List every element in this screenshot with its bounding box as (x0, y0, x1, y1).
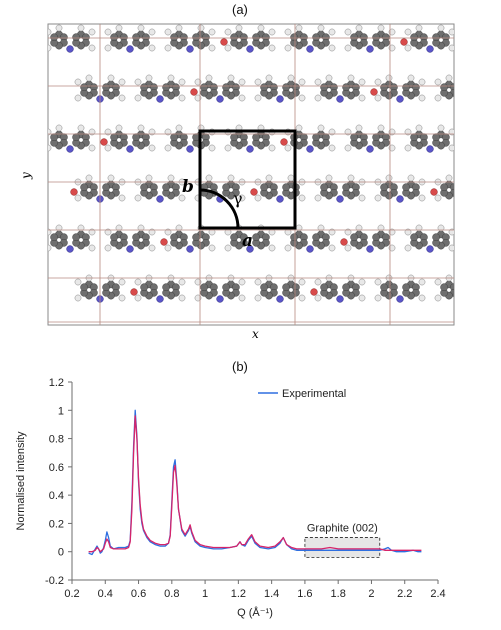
y-tick-label: 1 (58, 405, 64, 417)
x-tick-label: 0.4 (98, 588, 113, 600)
graphite-annotation: Graphite (002) (305, 523, 380, 558)
x-tick-label: 0.6 (131, 588, 146, 600)
chart-axes: -0.2 0 0.2 0.4 0.6 0.8 1 1.2 0.2 0.4 0.6 0.8 1 1.2 1.4… (45, 377, 446, 600)
x-tick-label: 0.2 (64, 588, 79, 600)
y-tick-label: 1.2 (49, 377, 64, 389)
x-tick-label: 2 (368, 588, 374, 600)
legend-label: Experimental (282, 388, 346, 400)
annotation-label: Graphite (002) (307, 523, 378, 535)
x-tick-label: 1 (202, 588, 208, 600)
x-tick-label: 1.2 (231, 588, 246, 600)
y-tick-label: 0.4 (49, 490, 64, 502)
x-tick-label: 1.8 (331, 588, 346, 600)
x-tick-label: 1.6 (297, 588, 312, 600)
x-tick-label: 2.4 (430, 588, 445, 600)
annotation-rect (305, 538, 380, 558)
y-axis-title: Normalised intensity (15, 431, 27, 531)
y-tick-label: 0 (58, 547, 64, 559)
chart-legend: Experimental (258, 388, 346, 400)
y-tick-label: 0.2 (49, 518, 64, 530)
x-tick-label: 0.8 (164, 588, 179, 600)
x-tick-label: 1.4 (264, 588, 279, 600)
x-tick-label: 2.2 (397, 588, 412, 600)
y-tick-label: 0.6 (49, 462, 64, 474)
x-axis-title: Q (Å⁻¹) (237, 606, 273, 619)
y-tick-label: 0.8 (49, 434, 64, 446)
y-tick-label: -0.2 (45, 575, 64, 587)
